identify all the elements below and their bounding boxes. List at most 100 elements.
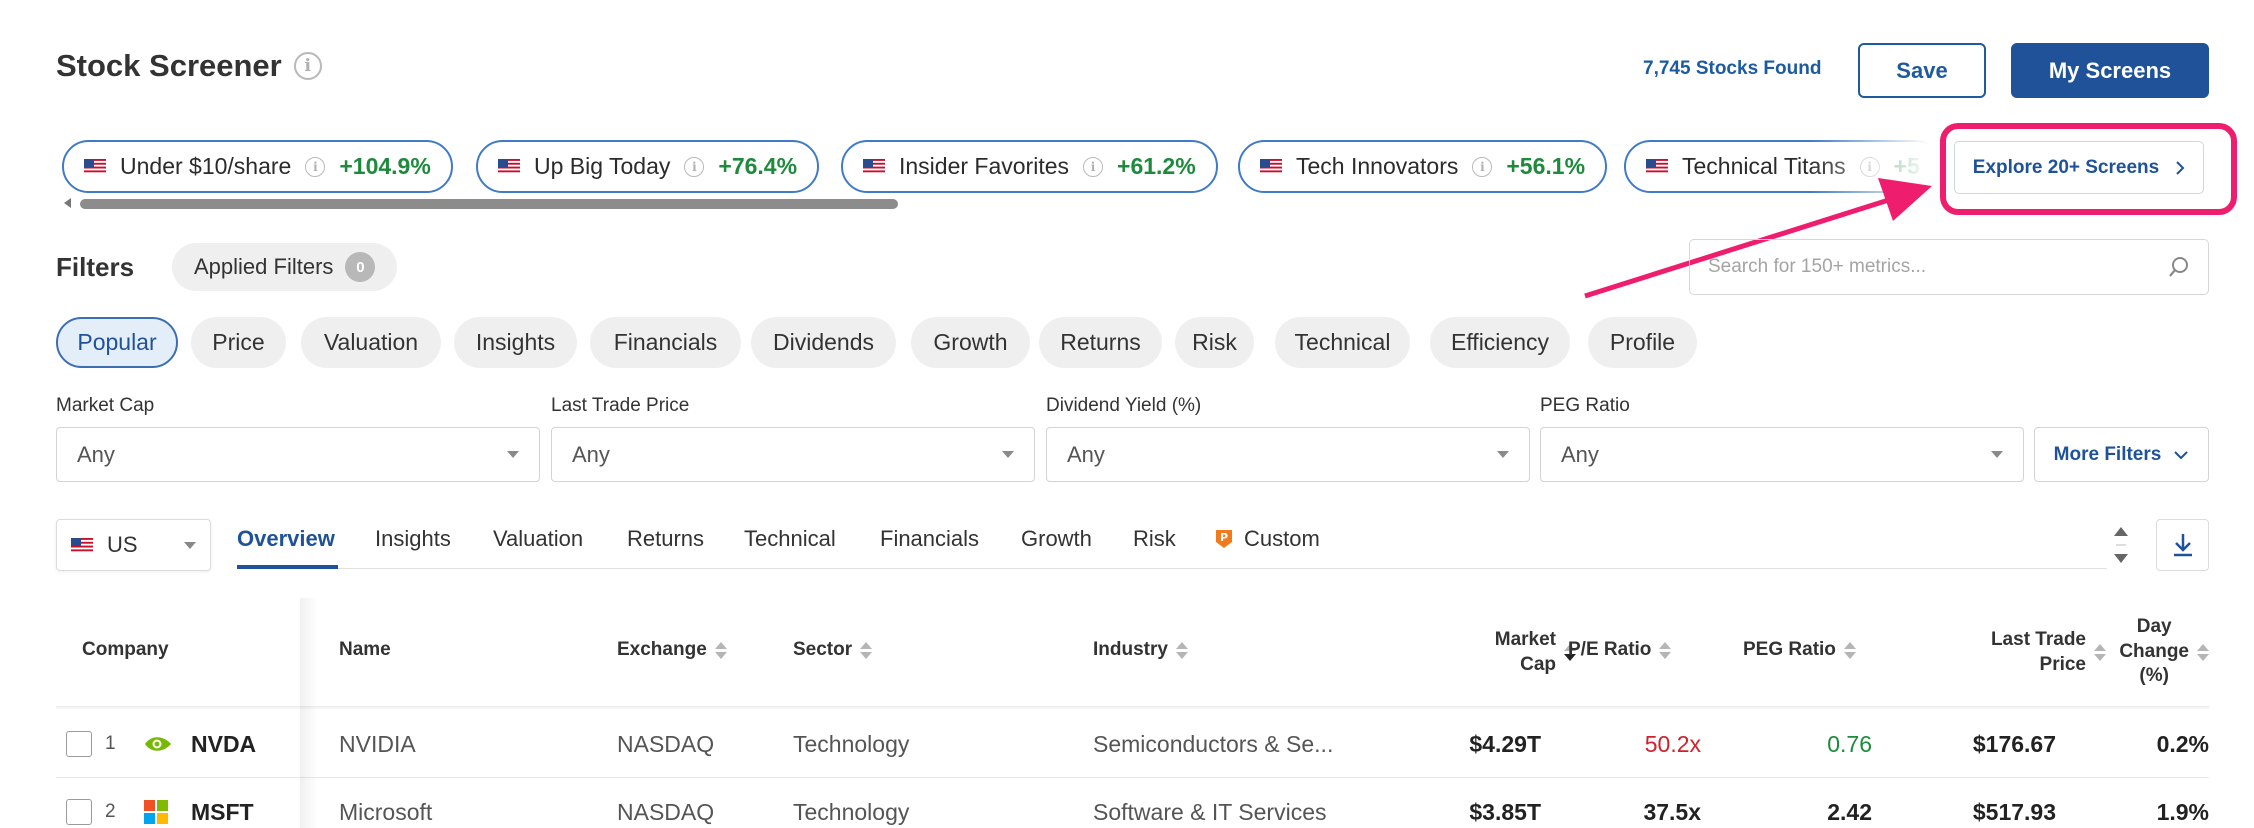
my-screens-button[interactable]: My Screens (2011, 43, 2209, 98)
caret-down-icon (184, 541, 196, 549)
sort-icon[interactable] (860, 641, 873, 659)
us-flag-icon (863, 159, 885, 174)
col-peg-ratio[interactable]: PEG Ratio (1743, 638, 1856, 663)
metrics-search[interactable] (1689, 239, 2209, 295)
applied-filters-count: 0 (345, 252, 376, 282)
category-financials[interactable]: Financials (590, 317, 741, 368)
info-icon[interactable]: i (293, 52, 322, 80)
search-icon[interactable] (2168, 256, 2190, 278)
peg-ratio: 2.42 (1827, 798, 1872, 825)
table-row[interactable]: 2 MSFT Microsoft NASDAQ Technology Softw… (56, 778, 2209, 828)
row-rank: 2 (105, 801, 116, 822)
tab-custom-label: Custom (1244, 526, 1320, 551)
scroll-left-icon[interactable] (64, 198, 71, 208)
category-popular[interactable]: Popular (56, 317, 178, 368)
category-risk[interactable]: Risk (1175, 317, 1254, 368)
tab-custom[interactable]: P Custom (1214, 526, 1320, 552)
caret-down-icon (507, 451, 519, 458)
tab-valuation[interactable]: Valuation (493, 526, 584, 551)
col-last-trade-price[interactable]: Last Trade Price (1916, 628, 2106, 677)
tab-insights[interactable]: Insights (375, 526, 451, 551)
market-cap-select[interactable]: Any (56, 427, 540, 482)
tab-overview[interactable]: Overview (237, 526, 335, 551)
category-dividends[interactable]: Dividends (751, 317, 896, 368)
col-name[interactable]: Name (339, 639, 391, 660)
sort-icon[interactable] (1843, 641, 1856, 659)
screen-chip-change: +61.2% (1117, 153, 1196, 179)
sector: Technology (793, 798, 910, 825)
checkbox[interactable] (66, 731, 92, 757)
carousel-scrollbar[interactable] (80, 199, 898, 209)
sort-toggle-icon[interactable] (2110, 525, 2132, 565)
col-sector[interactable]: Sector (793, 638, 873, 663)
peg-ratio-select[interactable]: Any (1540, 427, 2024, 482)
category-price[interactable]: Price (191, 317, 286, 368)
metrics-search-input[interactable] (1708, 256, 2128, 278)
screens-carousel[interactable]: Under $10/share i +104.9% Up Big Today i… (62, 140, 1964, 194)
info-icon[interactable]: i (1083, 156, 1104, 177)
col-market-cap[interactable]: Market Cap (1426, 628, 1576, 677)
last-trade-price-select[interactable]: Any (551, 427, 1035, 482)
tab-technical[interactable]: Technical (744, 526, 836, 551)
company-name: NVIDIA (339, 730, 416, 757)
applied-filters-button[interactable]: Applied Filters 0 (172, 243, 398, 291)
explore-screens-button[interactable]: Explore 20+ Screens (1954, 141, 2204, 194)
category-efficiency[interactable]: Efficiency (1430, 317, 1570, 368)
info-icon[interactable]: i (1472, 156, 1493, 177)
ticker[interactable]: NVDA (191, 730, 257, 757)
dividend-yield-select[interactable]: Any (1046, 427, 1530, 482)
col-company[interactable]: Company (82, 639, 169, 660)
us-flag-icon (1260, 159, 1282, 174)
info-icon[interactable]: i (684, 156, 705, 177)
us-flag-icon (71, 537, 93, 553)
sort-icon[interactable] (1175, 641, 1188, 659)
category-insights[interactable]: Insights (454, 317, 577, 368)
country-select[interactable]: US (56, 519, 211, 571)
chevron-right-icon (2176, 160, 2185, 175)
sort-icon[interactable] (1659, 641, 1672, 659)
screen-chip[interactable]: Under $10/share i +104.9% (62, 140, 453, 193)
tab-returns[interactable]: Returns (627, 526, 705, 551)
dividend-yield-value: Any (1067, 441, 1105, 467)
ticker[interactable]: MSFT (191, 798, 254, 825)
category-valuation[interactable]: Valuation (301, 317, 441, 368)
col-sector-label: Sector (793, 639, 853, 660)
company-logo (143, 778, 169, 828)
screen-chip-label: Tech Innovators (1296, 153, 1459, 179)
row-checkbox[interactable] (66, 778, 92, 828)
screen-chip-label: Insider Favorites (899, 153, 1070, 179)
sort-icon[interactable] (2094, 644, 2106, 662)
table-row[interactable]: 1 NVDA NVIDIA NASDAQ Technology Semicond… (56, 710, 2209, 778)
col-day-change-line1: Day (2136, 616, 2172, 637)
download-button[interactable] (2156, 519, 2209, 571)
sort-desc-icon[interactable] (1564, 644, 1576, 662)
category-profile[interactable]: Profile (1588, 317, 1697, 368)
tab-risk[interactable]: Risk (1133, 526, 1176, 551)
screen-chip[interactable]: Insider Favorites i +61.2% (841, 140, 1218, 193)
day-change: 0.2% (2156, 730, 2209, 757)
highlight-box (1940, 123, 2237, 215)
category-growth[interactable]: Growth (911, 317, 1030, 368)
category-returns[interactable]: Returns (1039, 317, 1162, 368)
col-day-change[interactable]: Day Change (%) (2096, 615, 2209, 689)
more-filters-button[interactable]: More Filters (2034, 427, 2209, 482)
chevron-down-icon (2174, 450, 2189, 459)
col-pe-ratio[interactable]: P/E Ratio (1568, 638, 1672, 663)
us-flag-icon (1646, 159, 1668, 174)
category-technical[interactable]: Technical (1275, 317, 1410, 368)
screen-chip[interactable]: Tech Innovators i +56.1% (1238, 140, 1608, 193)
screen-chip[interactable]: Up Big Today i +76.4% (476, 140, 820, 193)
checkbox[interactable] (66, 799, 92, 825)
save-button[interactable]: Save (1858, 43, 1986, 98)
col-exchange[interactable]: Exchange (617, 638, 727, 663)
industry: Semiconductors & Se... (1093, 730, 1334, 757)
col-day-change-label: Day Change (%) (2119, 615, 2189, 689)
row-checkbox[interactable] (66, 710, 92, 778)
tab-growth[interactable]: Growth (1021, 526, 1092, 551)
sort-icon[interactable] (2197, 643, 2209, 661)
col-industry[interactable]: Industry (1093, 638, 1188, 663)
sort-icon[interactable] (714, 641, 727, 659)
sector: Technology (793, 730, 910, 757)
tab-financials[interactable]: Financials (880, 526, 980, 551)
info-icon[interactable]: i (305, 156, 326, 177)
